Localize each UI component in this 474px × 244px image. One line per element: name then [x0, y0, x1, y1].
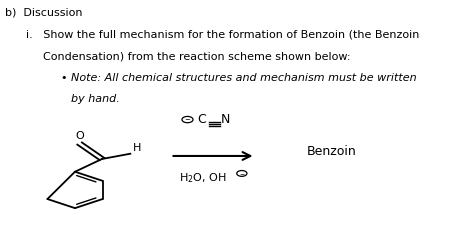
- Text: −: −: [184, 117, 191, 122]
- Text: Note: All chemical structures and mechanism must be written: Note: All chemical structures and mechan…: [71, 73, 416, 83]
- Text: by hand.: by hand.: [71, 94, 119, 104]
- Text: N: N: [221, 113, 230, 126]
- Text: C: C: [197, 113, 206, 126]
- Text: Condensation) from the reaction scheme shown below:: Condensation) from the reaction scheme s…: [43, 52, 351, 62]
- Text: −: −: [239, 171, 245, 176]
- Text: b)  Discussion: b) Discussion: [5, 8, 82, 18]
- Text: O: O: [75, 131, 84, 141]
- Text: H: H: [132, 142, 141, 152]
- Text: Benzoin: Benzoin: [307, 145, 357, 158]
- Text: •: •: [60, 73, 67, 83]
- Text: H$_2$O, OH: H$_2$O, OH: [179, 171, 227, 185]
- Text: i.   Show the full mechanism for the formation of Benzoin (the Benzoin: i. Show the full mechanism for the forma…: [26, 30, 419, 40]
